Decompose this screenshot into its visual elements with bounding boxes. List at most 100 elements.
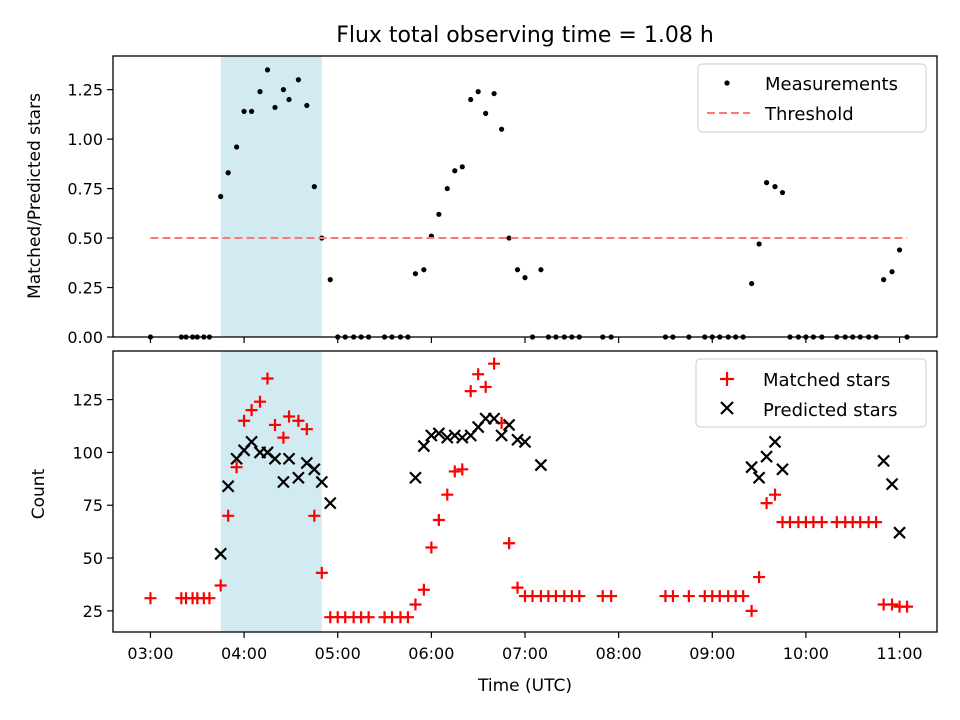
- x-tick-label: 10:00: [783, 644, 829, 663]
- top-shaded-region: [220, 56, 322, 337]
- matched-stars-point: [432, 514, 445, 527]
- measurements-point: [522, 275, 528, 281]
- matched-stars-point: [362, 611, 375, 624]
- matched-stars-point: [503, 537, 516, 550]
- chart-title: Flux total observing time = 1.08 h: [336, 23, 714, 48]
- measurements-point: [779, 189, 786, 196]
- measurements-point: [286, 96, 292, 103]
- matched-stars-point: [283, 410, 296, 423]
- measurements-point: [889, 269, 895, 275]
- matched-stars-point: [417, 583, 430, 596]
- top-x-ticks: [149, 337, 901, 343]
- bottom-y-axis-label: Count: [29, 468, 49, 519]
- measurements-point: [514, 267, 521, 273]
- predicted-stars-point: [768, 435, 782, 449]
- top-panel: Flux total observing time = 1.08 h 0.00 0…: [25, 23, 938, 347]
- predicted-stars-point: [277, 475, 290, 489]
- bottom-y-axis: 25 50 75 100 125: [72, 391, 113, 621]
- matched-stars-point: [682, 590, 695, 603]
- matched-stars-point: [666, 590, 679, 603]
- measurements-point: [272, 104, 278, 111]
- bottom-legend-frame: [695, 358, 927, 428]
- predicted-stars-point: [221, 479, 235, 493]
- predicted-stars-point: [495, 429, 508, 442]
- predicted-stars-point: [885, 477, 899, 491]
- predicted-stars-point: [877, 454, 890, 468]
- matched-stars-point: [261, 372, 274, 385]
- top-y-tick-label: 0.75: [67, 180, 103, 199]
- predicted-stars-point: [245, 435, 258, 449]
- legend-threshold-label: Threshold: [764, 104, 854, 125]
- matched-stars-point: [144, 592, 157, 605]
- measurements-point: [436, 211, 442, 217]
- top-legend-frame: [697, 63, 927, 133]
- matched-stars-point: [815, 516, 828, 529]
- predicted-stars-point: [282, 452, 296, 466]
- measurements-point: [475, 89, 481, 95]
- measurements-point: [763, 180, 770, 186]
- matched-stars-point: [254, 395, 267, 408]
- matched-stars-point: [292, 414, 305, 427]
- predicted-stars-point: [511, 433, 524, 447]
- matched-stars-point: [409, 598, 422, 611]
- matched-stars-point: [308, 509, 321, 522]
- measurements-point: [444, 185, 450, 192]
- measurements-point: [225, 170, 231, 176]
- bottom-y-tick-label: 75: [83, 496, 103, 515]
- legend-measurements-label: Measurements: [765, 74, 898, 95]
- predicted-stars-point: [432, 427, 446, 440]
- matched-stars-point: [268, 418, 281, 431]
- predicted-stars-point: [448, 429, 462, 442]
- bottom-legend: Matched stars Predicted stars: [695, 358, 927, 428]
- measurements-point: [327, 277, 333, 283]
- measurements-point: [311, 184, 317, 190]
- measurements-point: [468, 96, 474, 103]
- matched-stars-point: [448, 465, 461, 478]
- matched-stars-point: [425, 541, 438, 554]
- measurements-point: [756, 241, 762, 247]
- bottom-plot-frame: [112, 350, 938, 633]
- x-tick-label: 03:00: [127, 644, 173, 663]
- predicted-stars-point: [502, 418, 516, 432]
- matched-stars-point: [573, 590, 586, 603]
- matched-stars-point: [456, 463, 469, 476]
- top-y-tick-label: 0.00: [67, 328, 103, 347]
- measurements-point: [421, 267, 427, 273]
- predicted-stars-point: [441, 431, 454, 444]
- measurements-point: [459, 164, 465, 170]
- bottom-panel: 25 50 75 100 125 03:00 04:00 05:00 06:00 07:00 08…: [29, 350, 938, 696]
- predicted-stars-point: [409, 471, 422, 485]
- matched-stars-point: [401, 611, 414, 624]
- top-plot-area: [147, 67, 910, 340]
- legend-measurements-marker: [724, 80, 730, 86]
- predicted-stars-point: [417, 439, 431, 453]
- bottom-y-tick-label: 50: [83, 549, 103, 568]
- x-tick-label: 05:00: [315, 644, 361, 663]
- measurements-point: [234, 144, 240, 150]
- measurements-point: [772, 184, 778, 190]
- measurements-point: [295, 77, 301, 83]
- measurements-point: [241, 108, 247, 115]
- predicted-stars-point: [214, 547, 227, 561]
- measurements-point: [412, 271, 419, 277]
- matched-stars-point: [753, 571, 766, 584]
- predicted-stars-point: [487, 412, 501, 425]
- matched-stars-point: [605, 590, 618, 603]
- matched-stars-point: [464, 385, 477, 398]
- measurements-point: [280, 87, 287, 93]
- matched-stars-point: [511, 581, 524, 594]
- measurements-point: [881, 277, 887, 283]
- matched-stars-point: [886, 598, 899, 611]
- matched-stars-point: [488, 357, 501, 370]
- matched-stars-point: [203, 592, 216, 605]
- measurements-point: [218, 193, 224, 200]
- measurements-point: [264, 67, 271, 73]
- x-tick-label: 04:00: [221, 644, 267, 663]
- predicted-stars-point: [534, 458, 548, 472]
- matched-stars-point: [230, 461, 243, 474]
- top-legend: Measurements Threshold: [697, 63, 927, 133]
- top-y-tick-label: 0.25: [67, 279, 103, 298]
- matched-stars-point: [300, 423, 313, 436]
- top-y-tick-label: 1.25: [67, 81, 103, 100]
